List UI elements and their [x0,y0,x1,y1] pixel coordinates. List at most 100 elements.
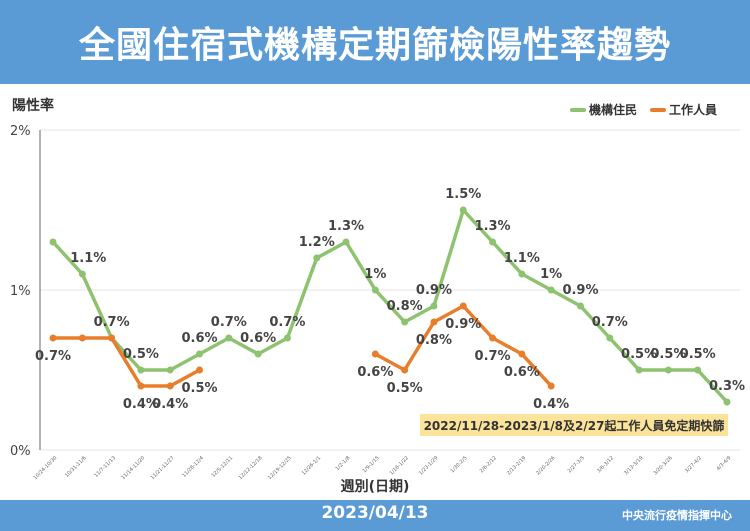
data-point [401,366,409,374]
x-tick-label: 2/27-3/5 [567,455,586,474]
data-point [576,302,584,310]
legend-label-residents: 機構住民 [589,102,637,117]
data-label: 1.1% [70,251,106,266]
data-label: 1.3% [328,219,364,234]
data-point [196,366,204,374]
x-tick-label: 12/12-12/18 [238,455,264,481]
data-point [547,286,555,294]
x-tick-label: 2/20-2/26 [535,455,556,476]
data-label: 0.6% [504,365,540,380]
data-label: 0.7% [94,315,130,330]
y-tick-label: 2% [10,124,31,139]
annotation-text: 2022/11/28-2023/1/8及2/27起工作人員免定期快篩 [424,418,725,433]
data-label: 0.5% [680,347,716,362]
data-label: 1.2% [299,235,335,250]
data-point [254,350,262,358]
x-tick-label: 11/14-11/20 [120,455,146,481]
data-label: 0.7% [269,315,305,330]
data-point [489,238,497,246]
data-point [401,318,409,326]
data-point [459,302,467,310]
organization: 中央流行疫情指揮中心 [622,509,732,522]
x-tick-label: 3/6-3/12 [596,455,615,474]
data-label: 0.6% [240,331,276,346]
series-line-staff [53,336,201,388]
x-tick-label: 2/13-2/19 [506,455,527,476]
data-point [371,350,379,358]
x-tick-label: 12/5-12/11 [211,455,235,479]
x-tick-label: 11/28-12/4 [181,455,205,479]
data-label: 0.9% [562,283,598,298]
data-point [137,382,145,390]
data-point [635,366,643,374]
annotation-box [420,414,728,436]
data-point [518,270,526,278]
data-point [430,302,438,310]
data-point [518,350,526,358]
data-label: 0.4% [123,397,159,412]
data-label: 0.7% [475,349,511,364]
data-point [547,382,555,390]
series-line-residents [51,208,729,404]
data-label: 0.7% [35,349,71,364]
data-point [606,334,614,342]
data-point [459,206,467,214]
x-tick-label: 10/31-11/6 [64,455,88,479]
x-axis-label: 週別(日期) [341,479,410,495]
x-tick-label: 1/23-1/29 [418,455,439,476]
y-tick-label: 1% [10,284,31,299]
data-label: 0.4% [152,397,188,412]
data-point [49,238,57,246]
data-point [78,270,86,278]
data-point [108,334,116,342]
data-point [489,334,497,342]
data-point [283,334,291,342]
data-point [166,382,174,390]
data-point [313,254,321,262]
data-label: 0.5% [650,347,686,362]
data-point [430,318,438,326]
data-label: 0.5% [123,347,159,362]
data-point [166,366,174,374]
data-label: 1.3% [475,219,511,234]
x-tick-label: 1/9-1/15 [362,455,381,474]
data-point [225,334,233,342]
data-label: 0.6% [357,365,393,380]
data-label: 1% [540,267,562,282]
data-label: 0.7% [592,315,628,330]
data-point [664,366,672,374]
x-tick-label: 12/19-12/25 [267,455,293,481]
x-tick-label: 10/24-10/30 [33,455,59,481]
y-tick-label: 0% [10,444,31,459]
x-tick-label: 12/26-1/1 [301,455,322,476]
data-label: 0.5% [181,381,217,396]
x-tick-label: 2/6-2/12 [479,455,498,474]
data-label: 1.1% [504,251,540,266]
data-label: 0.5% [387,381,423,396]
x-tick-label: 1/30-2/5 [450,455,469,474]
report-date: 2023/04/13 [321,503,429,523]
data-label: 0.5% [621,347,657,362]
page-title: 全國住宿式機構定期篩檢陽性率趨勢 [78,25,671,66]
data-label: 0.9% [445,317,481,332]
x-tick-label: 3/27-4/2 [684,455,703,474]
data-point [723,398,731,406]
data-label: 0.3% [709,379,745,394]
data-label: 0.6% [181,331,217,346]
x-tick-label: 3/13-3/19 [623,455,644,476]
y-axis-label: 陽性率 [12,97,54,114]
data-point [137,366,145,374]
x-tick-label: 1/16-1/22 [389,455,410,476]
data-point [196,350,204,358]
x-tick-label: 4/3-4/9 [716,455,733,472]
x-tick-label: 11/21-11/27 [150,455,176,481]
data-label: 0.4% [533,397,569,412]
data-label: 0.7% [211,315,247,330]
x-tick-label: 1/2-1/8 [335,455,352,472]
x-tick-label: 3/20-3/26 [652,455,673,476]
data-point [78,334,86,342]
data-label: 1.5% [445,187,481,202]
x-tick-label: 11/7-11/13 [93,455,117,479]
data-point [342,238,350,246]
